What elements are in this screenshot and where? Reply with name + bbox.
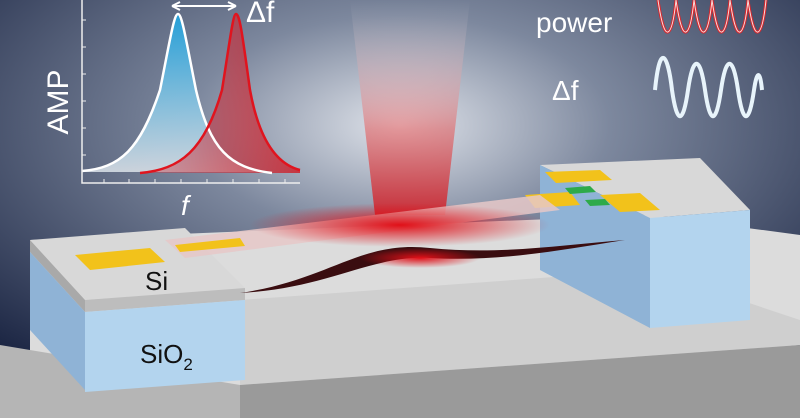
laser-beam [350, 0, 470, 215]
substrate-front [240, 345, 800, 418]
contact-pad [585, 199, 610, 206]
power-label: power [536, 7, 612, 38]
resonance-curve-before [81, 12, 273, 175]
si-layer-side [30, 240, 85, 312]
beam-hotspot [360, 248, 480, 268]
bridge-electrode [175, 238, 245, 252]
resonance-fill-before [82, 14, 272, 173]
inset-shift-label: Δf [246, 0, 275, 29]
optical-field [250, 203, 550, 247]
shift-signal-label: Δf [552, 75, 579, 106]
si-layer-front [85, 288, 245, 312]
power-waveform-highlight [657, 0, 767, 33]
nanobeam [240, 240, 625, 293]
right-electrode-1 [545, 170, 612, 183]
resonance-fill-after [140, 14, 300, 173]
left-electrode [75, 248, 165, 270]
right-electrode-3 [600, 193, 660, 212]
shift-waveform [653, 55, 764, 118]
left-pillar-side [30, 252, 85, 390]
si-label: Si [145, 266, 168, 296]
inset-y-label: AMP [42, 69, 75, 134]
left-pillar-front [85, 300, 245, 392]
right-pillar-front [650, 210, 750, 328]
contact-pad [565, 186, 596, 194]
shift-arrow [171, 1, 237, 11]
sio2-label: SiO2 [140, 339, 193, 374]
inset-ticks [82, 19, 286, 183]
resonance-inset: Δf f AMP [42, 0, 301, 221]
inset-x-label: f [181, 190, 192, 221]
resonance-curve-after [139, 12, 301, 175]
inset-axes [81, 0, 300, 184]
